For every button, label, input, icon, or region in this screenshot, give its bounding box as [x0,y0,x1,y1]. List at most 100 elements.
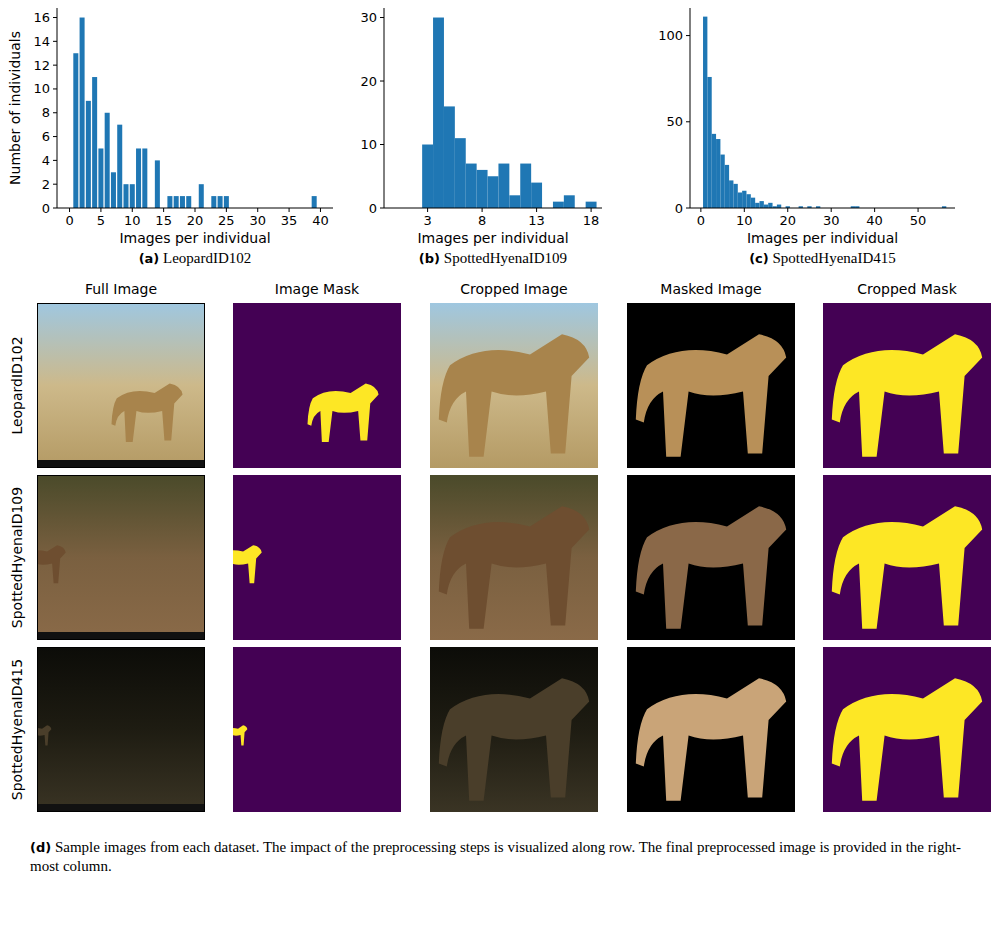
x-tick [132,208,133,212]
y-tick-label: 50 [666,114,683,129]
y-tick [53,184,57,185]
camera-strip [37,460,205,468]
x-axis-title: Images per individual [119,230,270,246]
bars [73,18,316,208]
x-tick [226,208,227,212]
bar [80,18,85,208]
x-tick [874,208,875,212]
bar [498,164,509,208]
camera-strip [37,804,205,812]
bar [586,202,597,208]
x-tick-label: 5 [97,213,105,228]
photo-bg [430,647,598,812]
y-tick [380,81,384,82]
bar [531,183,542,208]
bar [553,202,564,208]
y-tick-label: 12 [33,58,50,73]
photo-bg [430,303,598,468]
masked-bg [627,303,795,468]
y-tick [53,136,57,137]
bar [777,205,781,208]
y-tick-label: 8 [42,105,50,120]
x-axis [384,208,602,209]
y-tick [53,160,57,161]
row-label: SpottedHyenaID109 [9,487,25,628]
animal-shape [832,506,982,628]
y-tick-label: 100 [658,28,683,43]
bar [433,18,444,208]
y-axis-title: Number of individuals [7,31,23,185]
x-tick-label: 50 [910,213,927,228]
animal-shape [832,678,982,800]
camera-strip [37,632,205,640]
panel-letter: (a) [139,251,160,266]
animal-shape [636,334,786,456]
bar [123,184,128,208]
x-tick-label: 10 [124,213,141,228]
bar [764,205,768,208]
image-tile [627,303,795,468]
x-tick [320,208,321,212]
y-tick-label: 30 [360,10,377,25]
mask-bg [233,647,401,812]
x-tick-label: 20 [187,213,204,228]
bar [444,106,455,208]
tile-border [38,304,205,468]
x-tick-label: 10 [736,213,753,228]
animal-shape [832,334,982,456]
bar [703,17,707,208]
image-tile [823,303,991,468]
bar [199,184,204,208]
y-tick [53,41,57,42]
photo-bg [37,475,205,640]
mask-bg [823,475,991,640]
column-head: Cropped Image [460,281,567,297]
panel-letter: (b) [419,251,440,266]
y-axis [384,8,385,208]
y-tick [686,35,690,36]
bar [751,198,755,208]
animal-shape [439,334,589,456]
image-tile [627,647,795,812]
animal-shape [112,383,183,442]
bar [729,180,733,208]
y-tick-label: 14 [33,34,50,49]
bar [720,155,724,208]
row-label: LeopardID102 [9,336,25,434]
image-tile [233,647,401,812]
panel-name: LeopardID102 [159,250,251,266]
y-tick-label: 6 [42,129,50,144]
x-tick [163,208,164,212]
bar [86,101,91,208]
bar [768,203,772,208]
bar [466,164,477,208]
x-tick-label: 40 [866,213,883,228]
y-tick [380,144,384,145]
mask-bg [823,647,991,812]
bar [105,113,110,208]
y-tick [53,112,57,113]
x-tick-label: 25 [218,213,235,228]
y-tick [380,17,384,18]
animal-shape [636,506,786,628]
bars [703,17,946,208]
bar [742,191,746,208]
image-tile [823,647,991,812]
bar [488,176,499,208]
x-tick [700,208,701,212]
panel-title: (b) SpottedHyenaID109 [419,250,567,266]
animal-shape [37,725,51,746]
image-tile [233,303,401,468]
x-axis-title: Images per individual [417,230,568,246]
bar [707,77,711,208]
bar [174,196,179,208]
animal-shape [636,678,786,800]
bar [422,145,433,208]
y-tick-label: 10 [33,81,50,96]
image-tile [430,475,598,640]
x-tick-label: 8 [478,213,486,228]
image-tile [627,475,795,640]
y-tick-label: 0 [369,201,377,216]
bar [98,148,103,208]
row-label: SpottedHyenaID415 [9,659,25,800]
